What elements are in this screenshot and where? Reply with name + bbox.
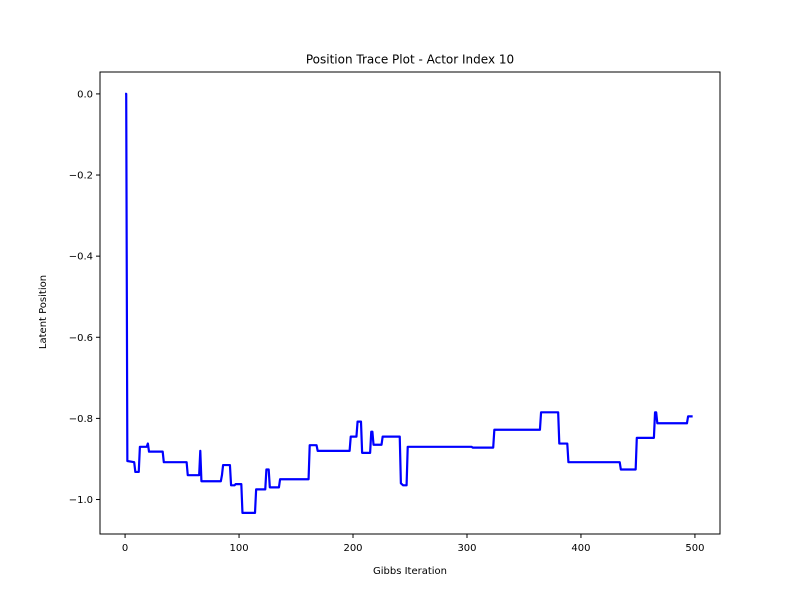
- y-tick-label-4: −0.8: [69, 414, 93, 425]
- y-tick-label-1: −0.2: [69, 171, 93, 182]
- chart-title: Position Trace Plot - Actor Index 10: [306, 53, 514, 67]
- x-axis-title: Gibbs Iteration: [373, 566, 447, 577]
- axes-frame: [99, 71, 721, 535]
- x-tick-label-0: 0: [122, 543, 128, 554]
- x-tick-label-2: 200: [343, 543, 362, 554]
- x-tick-label-1: 100: [229, 543, 248, 554]
- y-tick-label-2: −0.4: [69, 252, 93, 263]
- plot-area: 0 100 200 300 400 500 0.0 −0.2 −0.4 −0.6 −0.8 −1.0: [69, 71, 721, 554]
- series-line-0: [125, 92, 693, 515]
- y-axis-title: Latent Position: [38, 275, 49, 349]
- y-tick-label-3: −0.6: [69, 333, 93, 344]
- y-tick-label-5: −1.0: [69, 495, 93, 506]
- x-tick-label-5: 500: [685, 543, 704, 554]
- x-tick-label-3: 300: [457, 543, 476, 554]
- x-tick-label-4: 400: [571, 543, 590, 554]
- y-tick-label-0: 0.0: [77, 89, 93, 100]
